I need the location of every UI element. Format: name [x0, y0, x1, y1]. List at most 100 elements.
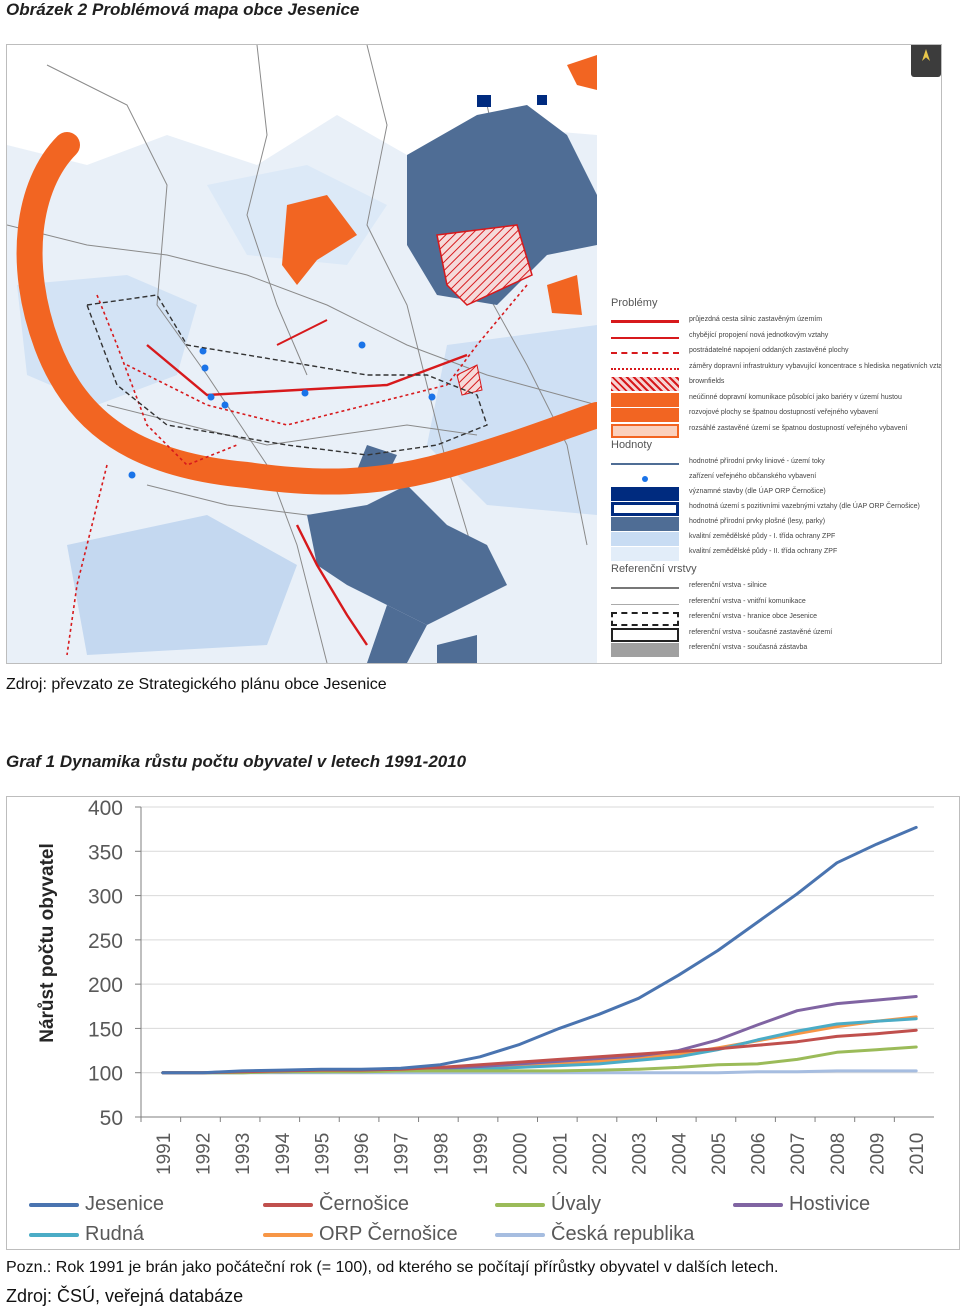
problem-map: Problémy průjezdná cesta silnic zastavěn… — [6, 44, 942, 664]
x-tick-label: 2010 — [907, 1133, 928, 1175]
legend-value-item: významné stavby (dle ÚAP ORP Černošice) — [611, 487, 941, 501]
legend-symbol — [611, 627, 679, 642]
y-tick-label: 150 — [88, 1018, 123, 1041]
legend-reference-item-label: referenční vrstva - současné zastavěné ú… — [689, 628, 833, 636]
legend-problem-item: průjezdná cesta silnic zastavěným územím — [611, 315, 941, 329]
legend-problem-item: neúčinné dopravní komunikace působící ja… — [611, 392, 941, 407]
legend-symbol — [611, 392, 679, 407]
x-tick-label: 1998 — [431, 1133, 452, 1175]
legend-swatch — [733, 1203, 783, 1207]
legend-value-item-label: významné stavby (dle ÚAP ORP Černošice) — [689, 488, 826, 495]
chart-source: Zdroj: ČSÚ, veřejná databáze — [6, 1286, 244, 1306]
y-tick-label: 250 — [88, 930, 123, 953]
chart-y-axis-label: Nárůst počtu obyvatel — [37, 843, 58, 1043]
x-tick-label: 1996 — [352, 1133, 373, 1175]
map-red-dashed-routes — [66, 284, 528, 656]
legend-symbol — [611, 612, 679, 626]
legend-value-item-label: hodnotné přírodní prvky plošné (lesy, pa… — [689, 518, 826, 525]
map-caption: Obrázek 2 Problémová mapa obce Jesenice — [6, 0, 360, 19]
map-source: Zdroj: převzato ze Strategického plánu o… — [6, 676, 387, 693]
legend-label: Rudná — [85, 1223, 144, 1245]
chart-caption: Graf 1 Dynamika růstu počtu obyvatel v l… — [6, 752, 467, 771]
legend-value-item: zařízení veřejného občanského vybavení — [611, 472, 941, 486]
legend-heading-reference: Referenční vrstvy — [611, 563, 697, 575]
map-orange-area-3 — [567, 55, 597, 90]
chart-canvas: 400 350 300 250 200 150 100 50 1991 1992 1993 1994… — [37, 797, 934, 1175]
map-field-southwest — [67, 515, 297, 655]
legend-reference-item-label: referenční vrstva - současná zástavba — [689, 644, 808, 651]
legend-swatch — [495, 1203, 545, 1207]
x-tick-label: 2007 — [788, 1133, 809, 1175]
legend-problem-item: brownfields — [611, 377, 941, 391]
north-arrow-icon — [922, 49, 930, 61]
x-tick-label: 2001 — [550, 1133, 571, 1175]
legend-value-item: kvalitní zemědělské půdy - II. třída och… — [611, 547, 941, 561]
legend-value-item-label: zařízení veřejného občanského vybavení — [689, 473, 817, 480]
legend-swatch — [29, 1203, 79, 1207]
legend-symbol — [611, 463, 679, 465]
legend-symbol — [611, 587, 679, 589]
legend-reference-item-label: referenční vrstva - silnice — [689, 582, 767, 589]
legend-problem-item-label: chybějící propojení nová jednotkovým vzt… — [689, 331, 829, 339]
legend-value-item: hodnotné přírodní prvky plošné (lesy, pa… — [611, 517, 941, 531]
legend-problem-item-label: rozvojové plochy se špatnou dostupností … — [689, 409, 879, 416]
population-growth-chart: 400 350 300 250 200 150 100 50 1991 1992 1993 1994… — [6, 796, 960, 1250]
legend-label: Česká republika — [551, 1223, 695, 1245]
x-tick-label: 1994 — [273, 1132, 294, 1175]
chart-x-ticks: 1991 1992 1993 1994 1995 1996 1997 1998 1999 2000… — [154, 1132, 928, 1175]
map-brownfield — [436, 224, 533, 306]
legend-value-item: hodnotné přírodní prvky liniové - území … — [611, 457, 941, 471]
legend-problem-item-label: průjezdná cesta silnic zastavěným územím — [689, 316, 823, 323]
legend-reference-item: referenční vrstva - silnice — [611, 581, 941, 595]
legend-label: Černošice — [319, 1193, 410, 1215]
legend-label: Úvaly — [551, 1193, 602, 1215]
map-building-2 — [537, 95, 547, 105]
x-tick-label: 1999 — [471, 1133, 492, 1175]
legend-symbol — [611, 352, 679, 354]
legend-symbol — [611, 517, 679, 531]
map-forest-south-3 — [437, 635, 477, 663]
legend-problem-item-label: neúčinné dopravní komunikace působící ja… — [689, 393, 902, 401]
legend-heading-problems: Problémy — [611, 297, 658, 309]
map-canvas — [7, 45, 941, 663]
map-forest-south — [307, 485, 507, 625]
y-tick-label: 300 — [88, 886, 123, 909]
legend-value-item: hodnotná území s pozitivními vazebnými v… — [611, 502, 941, 516]
legend-label: Jesenice — [85, 1193, 164, 1215]
legend-reference-item: referenční vrstva - současná zástavba — [611, 643, 941, 657]
legend-symbol — [611, 336, 679, 339]
legend-symbol — [611, 487, 679, 501]
legend-problem-item-label: postrádatelné napojení oddaných zastavěn… — [689, 347, 849, 354]
legend-swatch — [263, 1203, 313, 1207]
y-tick-label: 350 — [88, 841, 123, 864]
legend-reference-item-label: referenční vrstva - vnitřní komunikace — [689, 597, 806, 605]
legend-symbol — [611, 320, 679, 323]
legend-problem-item: rozsáhlé zastavěné území se špatnou dost… — [611, 423, 941, 438]
legend-value-item-label: kvalitní zemědělské půdy - I. třída ochr… — [689, 533, 836, 540]
legend-label: ORP Černošice — [319, 1223, 458, 1245]
x-tick-label: 1993 — [233, 1133, 254, 1175]
y-tick-label: 100 — [88, 1063, 123, 1086]
x-tick-label: 1991 — [154, 1133, 175, 1175]
x-tick-label: 2003 — [630, 1133, 651, 1175]
map-orange-area-2 — [547, 275, 582, 315]
legend-problem-item-label: brownfields — [689, 378, 725, 385]
map-red-arrow — [276, 319, 328, 346]
x-tick-label: 2000 — [511, 1133, 532, 1175]
legend-problem-item-label: záměry dopravní infrastruktury vybavujíc… — [689, 362, 942, 370]
legend-symbol — [611, 408, 679, 422]
legend-value-item-label: hodnotné přírodní prvky liniové - území … — [689, 458, 825, 465]
legend-problem-item: rozvojové plochy se špatnou dostupností … — [611, 408, 941, 422]
y-tick-label: 50 — [100, 1107, 123, 1130]
x-tick-label: 2004 — [669, 1132, 690, 1175]
chart-axes — [135, 806, 934, 1122]
legend-symbol — [611, 502, 679, 516]
legend-value-item: kvalitní zemědělské půdy - I. třída ochr… — [611, 532, 941, 546]
legend-swatch — [495, 1233, 545, 1237]
legend-symbol — [611, 377, 679, 391]
legend-reference-item-label: referenční vrstva - hranice obce Jesenic… — [689, 613, 818, 620]
legend-problem-item-label: rozsáhlé zastavěné území se špatnou dost… — [689, 424, 908, 432]
chart-y-ticks: 400 350 300 250 200 150 100 50 — [88, 797, 123, 1130]
legend-value-item-label: kvalitní zemědělské půdy - II. třída och… — [689, 548, 838, 555]
x-tick-label: 2006 — [749, 1133, 770, 1175]
